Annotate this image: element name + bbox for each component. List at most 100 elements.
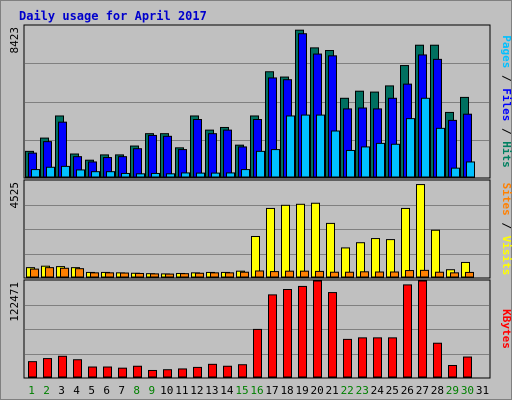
ymax-label: 4525 (8, 182, 21, 209)
bar-kbytes (223, 365, 232, 378)
bar-sites (180, 273, 189, 278)
x-tick-label: 3 (58, 384, 65, 397)
x-tick-label: 11 (175, 384, 188, 397)
bar-kbytes (463, 356, 472, 378)
bar-sites (360, 271, 369, 278)
x-tick-label: 1 (28, 384, 35, 397)
bar-kbytes (103, 366, 112, 378)
bar-sites (255, 270, 264, 278)
legend-kbytes: KBytes (500, 309, 512, 349)
bar-pages (256, 150, 265, 178)
x-tick-label: 10 (160, 384, 173, 397)
x-tick-label: 20 (311, 384, 324, 397)
bar-files (208, 133, 217, 178)
bar-pages (436, 127, 445, 178)
bar-files (223, 129, 232, 178)
bar-pages (196, 172, 205, 178)
bar-pages (106, 171, 115, 178)
x-tick-label: 19 (295, 384, 308, 397)
bar-kbytes (88, 366, 97, 378)
bar-kbytes (193, 366, 202, 378)
bar-sites (240, 271, 249, 278)
bar-pages (121, 172, 130, 178)
bar-kbytes (343, 338, 352, 378)
bar-sites (45, 267, 54, 278)
bar-kbytes (373, 337, 382, 378)
x-tick-label: 4 (73, 384, 80, 397)
legend-text: KBytes (500, 309, 512, 349)
bar-pages (226, 172, 235, 178)
bar-kbytes (208, 363, 217, 378)
x-tick-label: 9 (148, 384, 155, 397)
bar-pages (136, 173, 145, 178)
x-tick-label: 2 (43, 384, 50, 397)
bar-pages (211, 172, 220, 178)
bar-kbytes (58, 355, 67, 378)
bar-sites (150, 273, 159, 278)
x-tick-label: 24 (371, 384, 385, 397)
bar-pages (151, 172, 160, 178)
bar-sites (225, 272, 234, 278)
bar-kbytes (403, 284, 412, 378)
bar-kbytes (268, 294, 277, 378)
x-tick-label: 23 (356, 384, 369, 397)
bar-sites (165, 273, 174, 278)
bar-pages (46, 166, 55, 178)
legend-text: Pages (500, 35, 512, 68)
legend-text: / (500, 216, 512, 236)
bar-sites (390, 271, 399, 278)
bar-kbytes (43, 358, 52, 378)
bar-pages (421, 97, 430, 178)
bar-sites (30, 268, 39, 278)
bar-pages (331, 130, 340, 178)
legend-text: Hits (500, 141, 512, 168)
bar-kbytes (328, 292, 337, 378)
x-tick-label: 27 (416, 384, 429, 397)
bar-pages (376, 142, 385, 178)
x-tick-label: 31 (476, 384, 489, 397)
bar-pages (406, 118, 415, 178)
bar-pages (451, 167, 460, 178)
x-tick-label: 18 (280, 384, 293, 397)
bar-kbytes (73, 359, 82, 378)
bar-kbytes (118, 367, 127, 378)
bar-kbytes (283, 289, 292, 378)
bar-sites (285, 270, 294, 278)
bar-kbytes (448, 364, 457, 378)
bar-pages (31, 169, 40, 178)
bar-kbytes (358, 337, 367, 378)
bar-sites (435, 271, 444, 278)
bar-pages (91, 171, 100, 178)
x-tick-label: 5 (88, 384, 95, 397)
bar-visits (266, 207, 275, 278)
bar-kbytes (313, 280, 322, 378)
x-tick-label: 28 (431, 384, 444, 397)
bar-sites (105, 272, 114, 278)
bar-pages (76, 169, 85, 178)
bar-sites (270, 271, 279, 278)
bar-kbytes (148, 369, 157, 378)
x-tick-label: 17 (265, 384, 278, 397)
x-tick-label: 30 (461, 384, 474, 397)
bar-kbytes (133, 365, 142, 378)
x-tick-label: 7 (118, 384, 125, 397)
bar-kbytes (238, 364, 247, 378)
bar-visits (371, 238, 380, 278)
bar-files (133, 148, 142, 178)
bar-sites (345, 271, 354, 278)
legend-text: / (500, 121, 512, 141)
bar-sites (75, 268, 84, 278)
bar-pages (391, 143, 400, 178)
x-tick-label: 21 (326, 384, 339, 397)
x-tick-label: 14 (220, 384, 234, 397)
bar-pages (361, 146, 370, 178)
bar-kbytes (298, 285, 307, 378)
ymax-label: 8423 (8, 27, 21, 54)
bar-visits (386, 239, 395, 278)
legend-pages-files-hits: Pages / Files / Hits (500, 35, 512, 168)
bar-sites (375, 271, 384, 278)
bar-pages (61, 165, 70, 178)
x-tick-label: 29 (446, 384, 459, 397)
